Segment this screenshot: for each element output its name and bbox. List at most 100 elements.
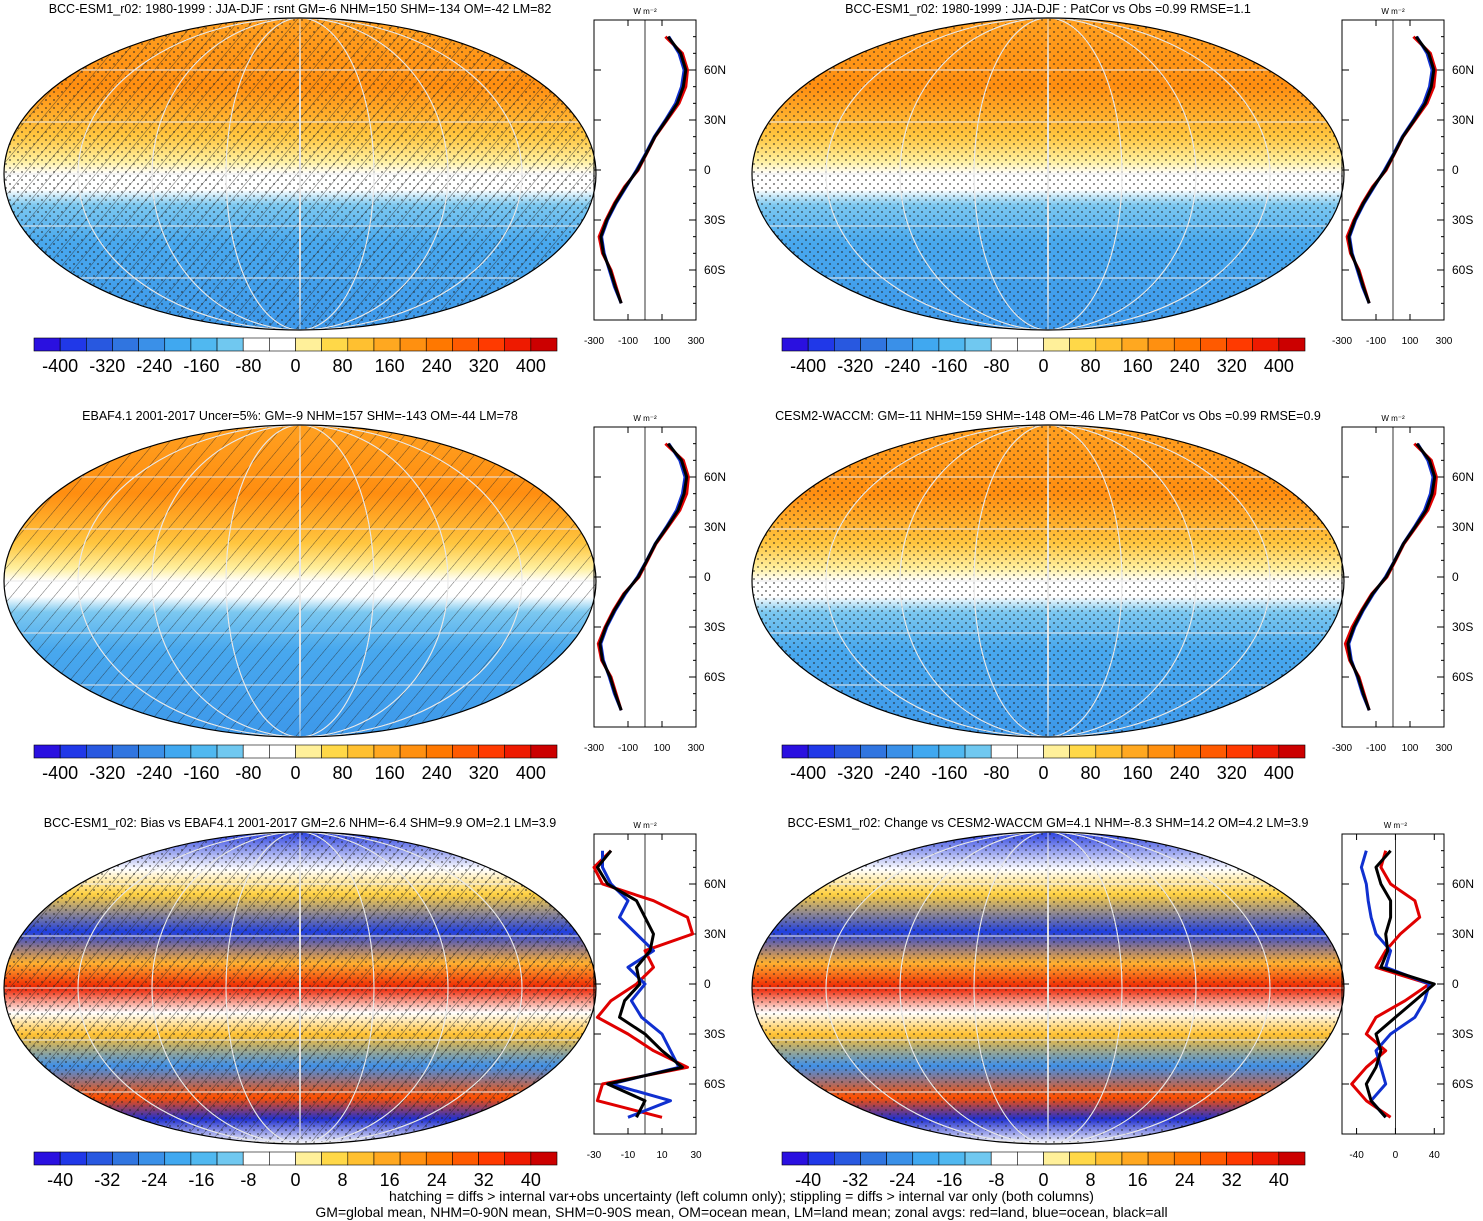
colorbar-cell	[504, 1151, 532, 1166]
colorbar-cell	[242, 1151, 270, 1166]
colorbar-cell	[807, 1151, 835, 1166]
profile-y-tick-label: 60N	[1452, 470, 1474, 484]
profile-x-tick-label: -10	[621, 1150, 636, 1161]
colorbar-cell	[912, 1151, 940, 1166]
colorbar-cell	[938, 744, 966, 759]
colorbar-cell	[321, 337, 349, 352]
colorbar-cell	[530, 1151, 558, 1166]
map-border	[751, 831, 1345, 1145]
colorbar-tick-label: -240	[884, 763, 920, 783]
colorbar-tick-label: 400	[516, 763, 546, 783]
colorbar-cell	[1278, 744, 1306, 759]
profile-x-tick-label: -300	[584, 743, 604, 754]
colorbar-cell	[1200, 744, 1227, 759]
colorbar-cell	[1173, 744, 1201, 759]
colorbar-cell	[399, 337, 427, 352]
profile-y-tick-label: 60S	[1452, 670, 1473, 684]
colorbar-cell	[33, 337, 61, 352]
colorbar-tick-label: -40	[47, 1170, 73, 1190]
profile-x-tick-label: 300	[688, 336, 705, 347]
profile-y-tick-label: 0	[704, 163, 711, 177]
colorbar-cell	[321, 744, 349, 759]
profile-y-tick-label: 60N	[1452, 63, 1474, 77]
colorbar-cell	[833, 744, 861, 759]
colorbar-tick-label: 16	[380, 1170, 400, 1190]
colorbar-cell	[242, 337, 270, 352]
profile-series-line	[1343, 442, 1438, 711]
profile-x-tick-label: 300	[688, 743, 705, 754]
colorbar-cell	[964, 337, 992, 352]
colorbar-tick-label: -320	[89, 763, 125, 783]
colorbar-tick-label: -32	[94, 1170, 120, 1190]
colorbar-cell	[860, 1151, 887, 1166]
colorbar-tick-label: 160	[375, 356, 405, 376]
colorbar-tick-label: 16	[1128, 1170, 1148, 1190]
colorbar-tick-label: 40	[1269, 1170, 1289, 1190]
profile-y-tick-label: 0	[704, 570, 711, 584]
panel-title: BCC-ESM1_r02: Change vs CESM2-WACCM GM=4…	[787, 816, 1309, 830]
map-border	[3, 831, 597, 1145]
profile-x-tick-label: -300	[584, 336, 604, 347]
panel-title: CESM2-WACCM: GM=-11 NHM=159 SHM=-148 OM=…	[775, 409, 1321, 423]
colorbar-cell	[1017, 1151, 1044, 1166]
profile-series-line	[1347, 35, 1436, 304]
global-map	[3, 17, 597, 331]
profile-x-tick-label: -100	[618, 743, 638, 754]
map-border	[751, 17, 1345, 331]
colorbar-cell	[781, 337, 809, 352]
colorbar-cell	[112, 337, 139, 352]
colorbar-cell	[112, 1151, 139, 1166]
profile-x-tick-label: -40	[1349, 1150, 1364, 1161]
profile-series-line	[595, 849, 684, 1118]
colorbar-cell	[399, 744, 427, 759]
colorbar-cell	[1069, 337, 1097, 352]
profile-y-tick-label: 60S	[1452, 263, 1473, 277]
colorbar-tick-label: -80	[235, 356, 261, 376]
profile-y-tick-label: 0	[1452, 570, 1459, 584]
profile-x-tick-label: 100	[654, 336, 671, 347]
colorbar-tick-label: 320	[469, 763, 499, 783]
colorbar-cell	[164, 744, 192, 759]
colorbar-tick-label: 32	[1222, 1170, 1242, 1190]
profile-x-tick-label: -30	[587, 1150, 602, 1161]
colorbar-tick-label: 80	[333, 763, 353, 783]
colorbar: -400 -320 -240 -160 -80 0 80 160 240 320 400	[33, 337, 558, 376]
colorbar-tick-label: -320	[837, 356, 873, 376]
colorbar-tick-label: 40	[521, 1170, 541, 1190]
colorbar-cell	[295, 1151, 322, 1166]
colorbar-tick-label: -160	[183, 356, 219, 376]
profile-series-line	[599, 442, 687, 711]
graticule-meridian	[299, 17, 301, 331]
colorbar-cell	[85, 744, 113, 759]
profile-y-tick-label: 30S	[704, 1027, 725, 1041]
colorbar-cell	[530, 337, 558, 352]
colorbar-cell	[1278, 1151, 1306, 1166]
colorbar-tick-label: -320	[837, 763, 873, 783]
zonal-profile: -300 -100 100 300 60N 30N 0 30S 60S W m⁻²	[584, 414, 726, 754]
colorbar-cell	[807, 337, 835, 352]
profile-y-tick-label: 30N	[1452, 113, 1474, 127]
profile-x-tick-label: -100	[618, 336, 638, 347]
colorbar-tick-label: 0	[290, 1170, 300, 1190]
profile-x-tick-label: 100	[1402, 336, 1419, 347]
colorbar-cell	[1200, 337, 1227, 352]
profile-unit-label: W m⁻²	[633, 7, 657, 16]
global-map	[3, 831, 597, 1145]
colorbar-tick-label: 240	[1170, 763, 1200, 783]
profile-y-tick-label: 30S	[704, 213, 725, 227]
profile-series-line	[599, 35, 688, 304]
profile-y-tick-label: 30S	[1452, 213, 1473, 227]
colorbar-tick-label: -320	[89, 356, 125, 376]
panel-2: BCC-ESM1_r02: 1980-1999 : JJA-DJF : PatC…	[748, 0, 1483, 407]
colorbar-tick-label: 8	[1086, 1170, 1096, 1190]
colorbar-tick-label: 0	[290, 356, 300, 376]
colorbar-cell	[138, 1151, 166, 1166]
colorbar-cell	[59, 744, 87, 759]
colorbar-cell	[216, 744, 244, 759]
graticule-meridian	[299, 831, 301, 1145]
colorbar-cell	[964, 1151, 992, 1166]
colorbar-tick-label: 320	[1217, 763, 1247, 783]
colorbar-tick-label: 160	[1123, 356, 1153, 376]
zonal-profile: -300 -100 100 300 60N 30N 0 30S 60S W m⁻²	[1332, 7, 1474, 347]
colorbar-tick-label: 400	[516, 356, 546, 376]
